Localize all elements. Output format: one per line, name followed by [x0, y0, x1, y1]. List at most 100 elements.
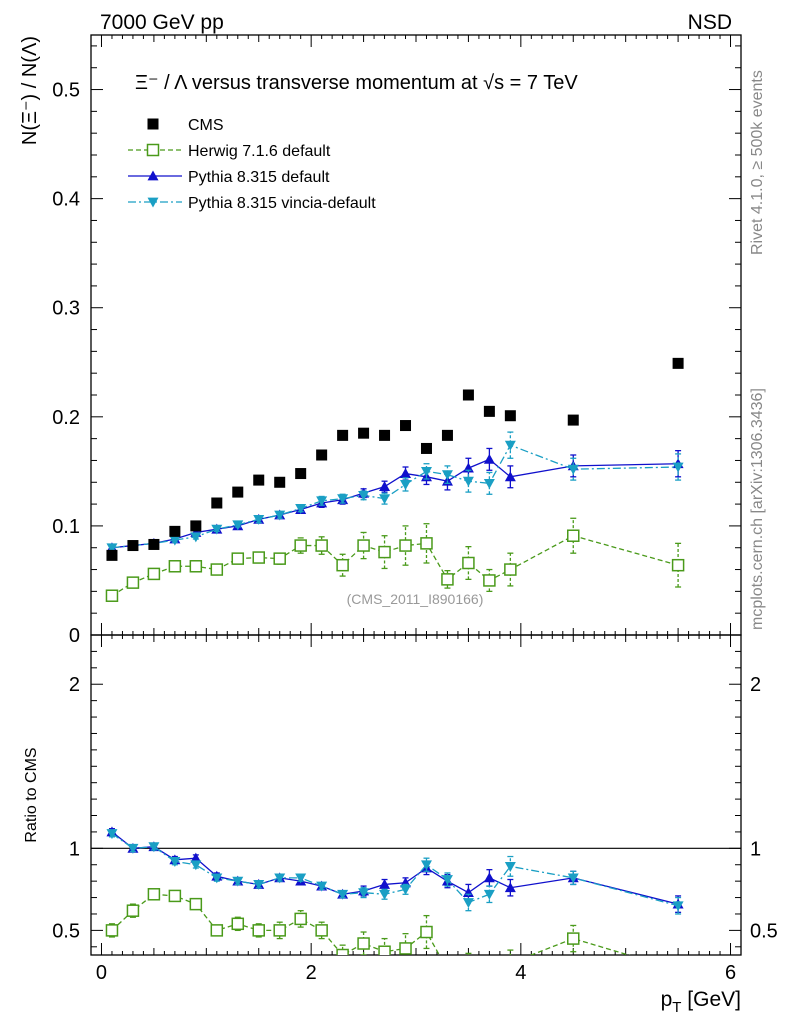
error-bar	[381, 937, 388, 955]
data-point	[316, 881, 328, 892]
data-point	[483, 478, 495, 489]
legend-label: Herwig 7.1.6 default	[188, 143, 331, 160]
error-bar	[444, 962, 450, 978]
data-point	[420, 925, 433, 939]
data-point	[336, 948, 349, 955]
data-point	[463, 959, 474, 970]
data-point	[316, 496, 328, 507]
ratio-y-tick-label: 0.5	[52, 920, 80, 942]
data-point	[168, 560, 182, 573]
data-point	[294, 912, 307, 926]
series-herwig-7-1-6-default	[105, 517, 685, 602]
data-point	[273, 924, 286, 937]
data-point	[673, 964, 684, 975]
x-tick-labels: 0 2 4 6	[96, 962, 736, 984]
series-line	[111, 535, 679, 597]
data-point	[232, 486, 244, 498]
chart-title: Ξ⁻ / Λ versus transverse momentum at √s …	[135, 72, 578, 94]
data-point	[483, 453, 495, 464]
data-point	[379, 481, 391, 492]
data-point	[105, 589, 119, 602]
data-point	[106, 543, 118, 554]
error-bar	[339, 944, 346, 955]
data-point	[106, 549, 118, 561]
error-bar	[423, 523, 430, 564]
legend-item: Pythia 8.315 vincia-default	[128, 195, 376, 212]
data-point	[483, 574, 496, 587]
legend: CMS Herwig 7.1.6 default Pythia 8.315 defa…	[128, 117, 376, 212]
data-point	[106, 829, 118, 840]
data-point	[504, 861, 516, 872]
series-pythia-8-315-vincia-default	[106, 829, 684, 915]
error-bar	[465, 952, 472, 955]
data-point	[295, 873, 307, 884]
data-point	[379, 889, 391, 900]
main-y-tick-labels: 0 0.1 0.2 0.3 0.4 0.5	[52, 80, 80, 647]
series-line	[111, 833, 679, 907]
main-axis-ticks	[91, 35, 741, 636]
data-point	[400, 480, 412, 490]
data-point	[295, 504, 307, 514]
data-point	[274, 873, 286, 884]
mcplots-label: mcplots.cern.ch [arXiv:1306.3436]	[749, 388, 766, 630]
data-point	[442, 964, 453, 975]
error-bar	[507, 431, 514, 459]
error-bar	[675, 957, 681, 983]
x-tick-label: 6	[725, 962, 736, 984]
data-point	[274, 510, 286, 521]
error-bar	[507, 855, 514, 877]
ratio-plot-frame	[90, 634, 742, 956]
legend-item: Herwig 7.1.6 default	[128, 143, 331, 160]
data-point	[441, 875, 453, 886]
data-point	[253, 474, 265, 486]
data-point	[315, 924, 328, 937]
series-line	[111, 831, 679, 905]
data-point	[441, 470, 453, 481]
data-point	[400, 884, 412, 895]
data-point	[462, 898, 474, 908]
data-point	[147, 567, 161, 581]
data-point	[420, 537, 433, 550]
data-point	[189, 560, 203, 573]
analysis-watermark: (CMS_2011_I890166)	[347, 591, 484, 607]
error-bar	[402, 933, 409, 955]
data-point	[147, 170, 159, 181]
legend-label: Pythia 8.315 vincia-default	[188, 195, 376, 212]
data-point	[232, 876, 244, 887]
data-point	[358, 490, 370, 501]
data-point	[295, 468, 307, 480]
data-point	[147, 197, 159, 208]
data-point	[567, 529, 580, 542]
data-point	[483, 405, 495, 417]
legend-label: Pythia 8.315 default	[188, 169, 330, 186]
y-tick-label: 0.4	[52, 189, 80, 211]
data-point	[146, 143, 160, 157]
data-point	[567, 873, 579, 884]
data-point	[441, 429, 453, 441]
data-point	[337, 494, 349, 505]
data-point	[336, 558, 349, 572]
error-bar	[402, 525, 409, 566]
data-point	[358, 888, 370, 899]
data-point	[504, 410, 516, 422]
data-point	[671, 558, 685, 572]
ratio-y-axis-label: Ratio to CMS	[23, 747, 40, 842]
data-point	[148, 538, 160, 550]
data-point	[316, 449, 328, 461]
ratio-y-tick-label-right: 0.5	[750, 920, 778, 942]
error-bar	[570, 924, 577, 953]
data-point	[147, 118, 159, 130]
data-point	[357, 937, 370, 950]
data-point	[189, 897, 203, 911]
data-point	[273, 552, 286, 565]
y-tick-label: 0.1	[52, 516, 80, 538]
x-tick-label: 4	[515, 962, 526, 984]
data-point	[148, 842, 160, 853]
series-line	[111, 444, 679, 549]
x-tick-label: 0	[96, 962, 107, 984]
legend-item: CMS	[147, 117, 224, 134]
y-tick-label: 0	[69, 625, 80, 647]
error-bar	[675, 453, 682, 481]
data-point	[378, 545, 391, 559]
